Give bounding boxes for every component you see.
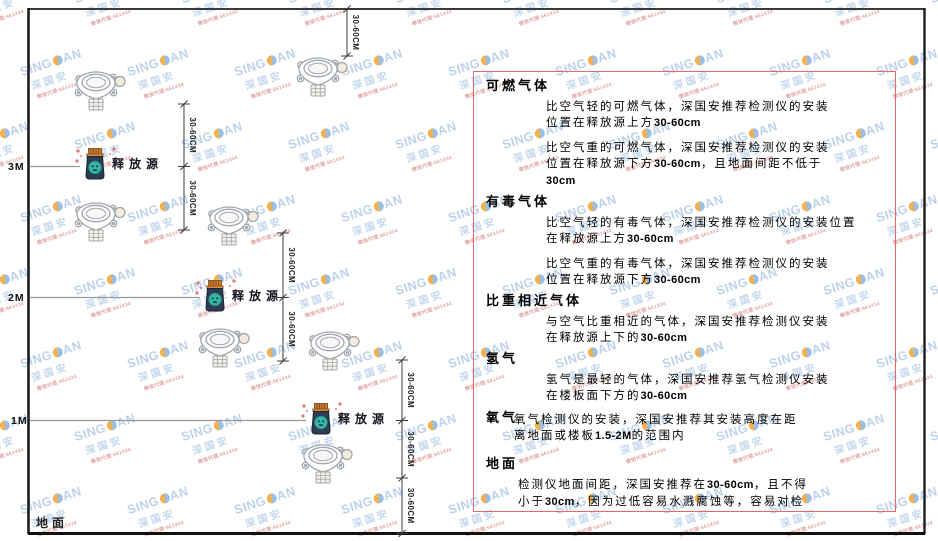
paragraph-line: 测仪造成伤害 [518,510,887,511]
dimension-tick [178,100,190,108]
panel-section: 氢气氢气是最轻的气体，深国安推荐氢气检测仪安装 在楼板面下方的30-60cm [486,353,887,404]
dimension-tick [341,52,353,60]
paragraph-line: 在释放源上方30-60cm [546,231,674,245]
paragraph-line: 检测仪地面间距，深国安推荐在30-60cm，且不得 [518,477,808,491]
dimension-tick [277,357,289,365]
release-source-icon [74,146,118,180]
paragraph-line: 氧气检测仪的安装，深国安推荐其安装高度在距 [514,412,798,426]
guideline-panel-content: 可燃气体比空气轻的可燃气体，深国安推荐检测仪的安装 位置在释放源上方30-60cm… [474,72,895,511]
section-heading: 比重相近气体 [486,294,583,309]
gas-detector-icon [198,328,250,368]
paragraph-line: 比空气重的可燃气体，深国安推荐检测仪的安装 [546,140,830,154]
dimension-label: 30-60CM [406,488,415,524]
dimension-label: 30-60CM [188,180,197,216]
dimension-tick [396,529,408,538]
paragraph-line: 在释放源上下的30-60cm [546,330,688,344]
dimension-line: 30-60CM 30-60CM 30-60CM [396,356,415,538]
release-source-icon [194,278,238,312]
height-label-1m: 1M [11,415,28,427]
release-source-label: 释放源 [232,288,283,303]
paragraph-line: 氢气是最轻的气体，深国安推荐氢气检测仪安装 [546,372,830,386]
paragraph-line: 位置在释放源上方30-60cm [546,115,701,129]
section-paragraph: 氢气是最轻的气体，深国安推荐氢气检测仪安装 在楼板面下方的30-60cm [486,371,887,404]
dimension-line: 30-60CM [341,5,360,60]
dimension-tick [178,162,190,171]
section-heading: 氧气 [486,411,519,426]
panel-section: 地面检测仪地面间距，深国安推荐在30-60cm，且不得 小于30cm，因为过低容易… [486,457,887,511]
paragraph-line: 比空气轻的可燃气体，深国安推荐检测仪的安装 [546,99,830,113]
paragraph-line: 比空气重的有毒气体，深国安推荐检测仪的安装 [546,256,830,270]
release-source-label: 释放源 [112,156,163,171]
release-source-icon [300,401,344,435]
paragraph-line: 小于30cm，因为过低容易水溅腐蚀等，容易对检 [518,494,805,508]
panel-section: 有毒气体比空气轻的有毒气体，深国安推荐检测仪的安装位置 在释放源上方30-60cm… [486,196,887,288]
dimension-label: 30-60CM [406,431,415,467]
section-heading: 有毒气体 [486,195,551,210]
gas-detector-icon [308,331,360,371]
gas-detector-icon [74,202,126,242]
paragraph-line: 在楼板面下方的30-60cm [546,388,688,402]
dimension-label: 30-60CM [351,15,360,51]
panel-section: 比重相近气体与空气比重相近的气体，深国安推荐检测仪安装 在释放源上下的30-60c… [486,295,887,346]
section-paragraph: 氧气检测仪的安装，深国安推荐其安装高度在距 离地面或楼板1.5-2M的范围内 [486,411,887,444]
paragraph-line: 30cm [546,175,576,187]
section-heading: 地面 [486,457,519,472]
height-label-3m: 3M [8,161,25,173]
section-heading: 氢气 [486,352,519,367]
gas-detector-icon [301,444,353,484]
paragraph-line: 离地面或楼板1.5-2M的范围内 [514,428,686,442]
dimension-tick [396,474,408,482]
gas-detector-icon [207,206,259,246]
section-paragraph: 比空气轻的有毒气体，深国安推荐检测仪的安装位置 在释放源上方30-60cm [486,214,887,247]
dimension-label: 30-60CM [287,247,296,283]
dimension-tick [396,356,408,364]
dimension-tick [277,293,289,302]
paragraph-line: 与空气比重相近的气体，深国安推荐检测仪安装 [546,314,830,328]
dimension-tick [178,226,190,234]
section-paragraph: 比空气轻的可燃气体，深国安推荐检测仪的安装 位置在释放源上方30-60cm [486,98,887,131]
section-paragraph: 与空气比重相近的气体，深国安推荐检测仪安装 在释放源上下的30-60cm [486,313,887,346]
height-label-2m: 2M [8,292,25,304]
paragraph-line: 位置在释放源下方30-60cm，且地面间距不低于 [546,156,823,170]
dimension-tick [396,416,408,425]
dimension-tick [277,229,289,237]
dimension-tick [341,5,353,13]
dimension-line: 30-60CM 30-60CM [178,100,197,234]
dimension-line: 30-60CM 30-60CM [277,229,296,365]
dimension-label: 30-60CM [406,372,415,408]
guideline-panel: 可燃气体比空气轻的可燃气体，深国安推荐检测仪的安装 位置在释放源上方30-60cm… [473,71,896,512]
paragraph-line: 位置在释放源下方30-60cm [546,272,701,286]
gas-detector-icon [74,71,126,111]
section-paragraph: 检测仪地面间距，深国安推荐在30-60cm，且不得 小于30cm，因为过低容易水溅… [486,476,887,511]
paragraph-line: 比空气轻的有毒气体，深国安推荐检测仪的安装位置 [546,215,857,229]
panel-section: 氧气 氧气检测仪的安装，深国安推荐其安装高度在距 离地面或楼板1.5-2M的范围内 [486,411,887,444]
section-heading: 可燃气体 [486,79,551,94]
ground-label: 地面 [36,515,68,530]
release-source-label: 释放源 [338,411,389,426]
gas-detector-icon [296,57,348,97]
dimension-label: 30-60CM [287,311,296,347]
panel-section: 可燃气体比空气轻的可燃气体，深国安推荐检测仪的安装 位置在释放源上方30-60cm… [486,80,887,189]
section-paragraph: 比空气重的有毒气体，深国安推荐检测仪的安装 位置在释放源下方30-60cm [486,255,887,288]
section-paragraph: 比空气重的可燃气体，深国安推荐检测仪的安装 位置在释放源下方30-60cm，且地面… [486,139,887,189]
dimension-label: 30-60CM [188,117,197,153]
